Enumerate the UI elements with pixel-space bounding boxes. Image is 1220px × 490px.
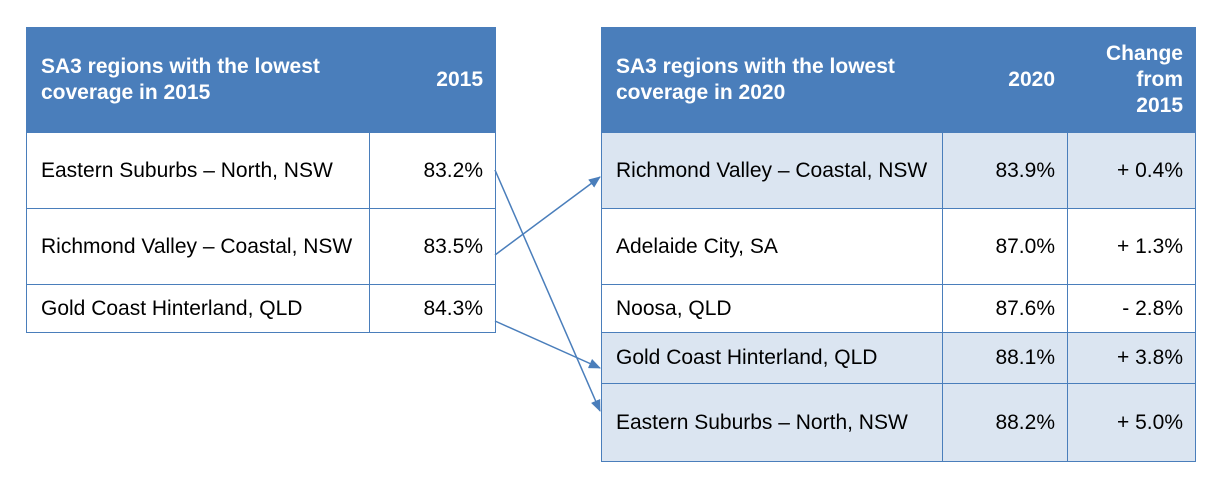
- table-row: Eastern Suburbs – North, NSW 88.2% + 5.0…: [601, 383, 1196, 462]
- value-cell: 83.2%: [369, 132, 496, 209]
- table-row: Gold Coast Hinterland, QLD 84.3%: [26, 284, 496, 333]
- table-row: Noosa, QLD 87.6% - 2.8%: [601, 284, 1196, 333]
- change-cell: - 2.8%: [1067, 284, 1196, 333]
- table-2020-header-row: SA3 regions with the lowest coverage in …: [601, 27, 1196, 133]
- region-cell: Noosa, QLD: [601, 284, 943, 333]
- arrow-richmond-valley: [494, 176, 601, 256]
- header-change: Change from 2015: [1067, 27, 1196, 133]
- table-row: Richmond Valley – Coastal, NSW 83.5%: [26, 208, 496, 285]
- header-region-2020: SA3 regions with the lowest coverage in …: [601, 27, 943, 133]
- table-row: Gold Coast Hinterland, QLD 88.1% + 3.8%: [601, 332, 1196, 384]
- arrow-eastern-suburbs: [494, 169, 601, 412]
- value-cell: 87.6%: [942, 284, 1068, 333]
- change-cell: + 3.8%: [1067, 332, 1196, 384]
- table-2015: SA3 regions with the lowest coverage in …: [26, 27, 496, 333]
- region-cell: Adelaide City, SA: [601, 208, 943, 285]
- region-cell: Gold Coast Hinterland, QLD: [26, 284, 370, 333]
- header-year-2015: 2015: [369, 27, 496, 133]
- region-cell: Richmond Valley – Coastal, NSW: [601, 132, 943, 209]
- region-cell: Richmond Valley – Coastal, NSW: [26, 208, 370, 285]
- arrow-gold-coast: [494, 320, 601, 369]
- header-year-2020: 2020: [942, 27, 1068, 133]
- table-row: Richmond Valley – Coastal, NSW 83.9% + 0…: [601, 132, 1196, 209]
- change-cell: + 1.3%: [1067, 208, 1196, 285]
- change-cell: + 5.0%: [1067, 383, 1196, 462]
- value-cell: 83.9%: [942, 132, 1068, 209]
- change-cell: + 0.4%: [1067, 132, 1196, 209]
- region-cell: Eastern Suburbs – North, NSW: [26, 132, 370, 209]
- value-cell: 88.2%: [942, 383, 1068, 462]
- table-row: Adelaide City, SA 87.0% + 1.3%: [601, 208, 1196, 285]
- header-region-2015: SA3 regions with the lowest coverage in …: [26, 27, 370, 133]
- value-cell: 84.3%: [369, 284, 496, 333]
- table-2020: SA3 regions with the lowest coverage in …: [601, 27, 1196, 462]
- region-cell: Eastern Suburbs – North, NSW: [601, 383, 943, 462]
- region-cell: Gold Coast Hinterland, QLD: [601, 332, 943, 384]
- value-cell: 83.5%: [369, 208, 496, 285]
- table-row: Eastern Suburbs – North, NSW 83.2%: [26, 132, 496, 209]
- table-2015-header-row: SA3 regions with the lowest coverage in …: [26, 27, 496, 133]
- value-cell: 87.0%: [942, 208, 1068, 285]
- value-cell: 88.1%: [942, 332, 1068, 384]
